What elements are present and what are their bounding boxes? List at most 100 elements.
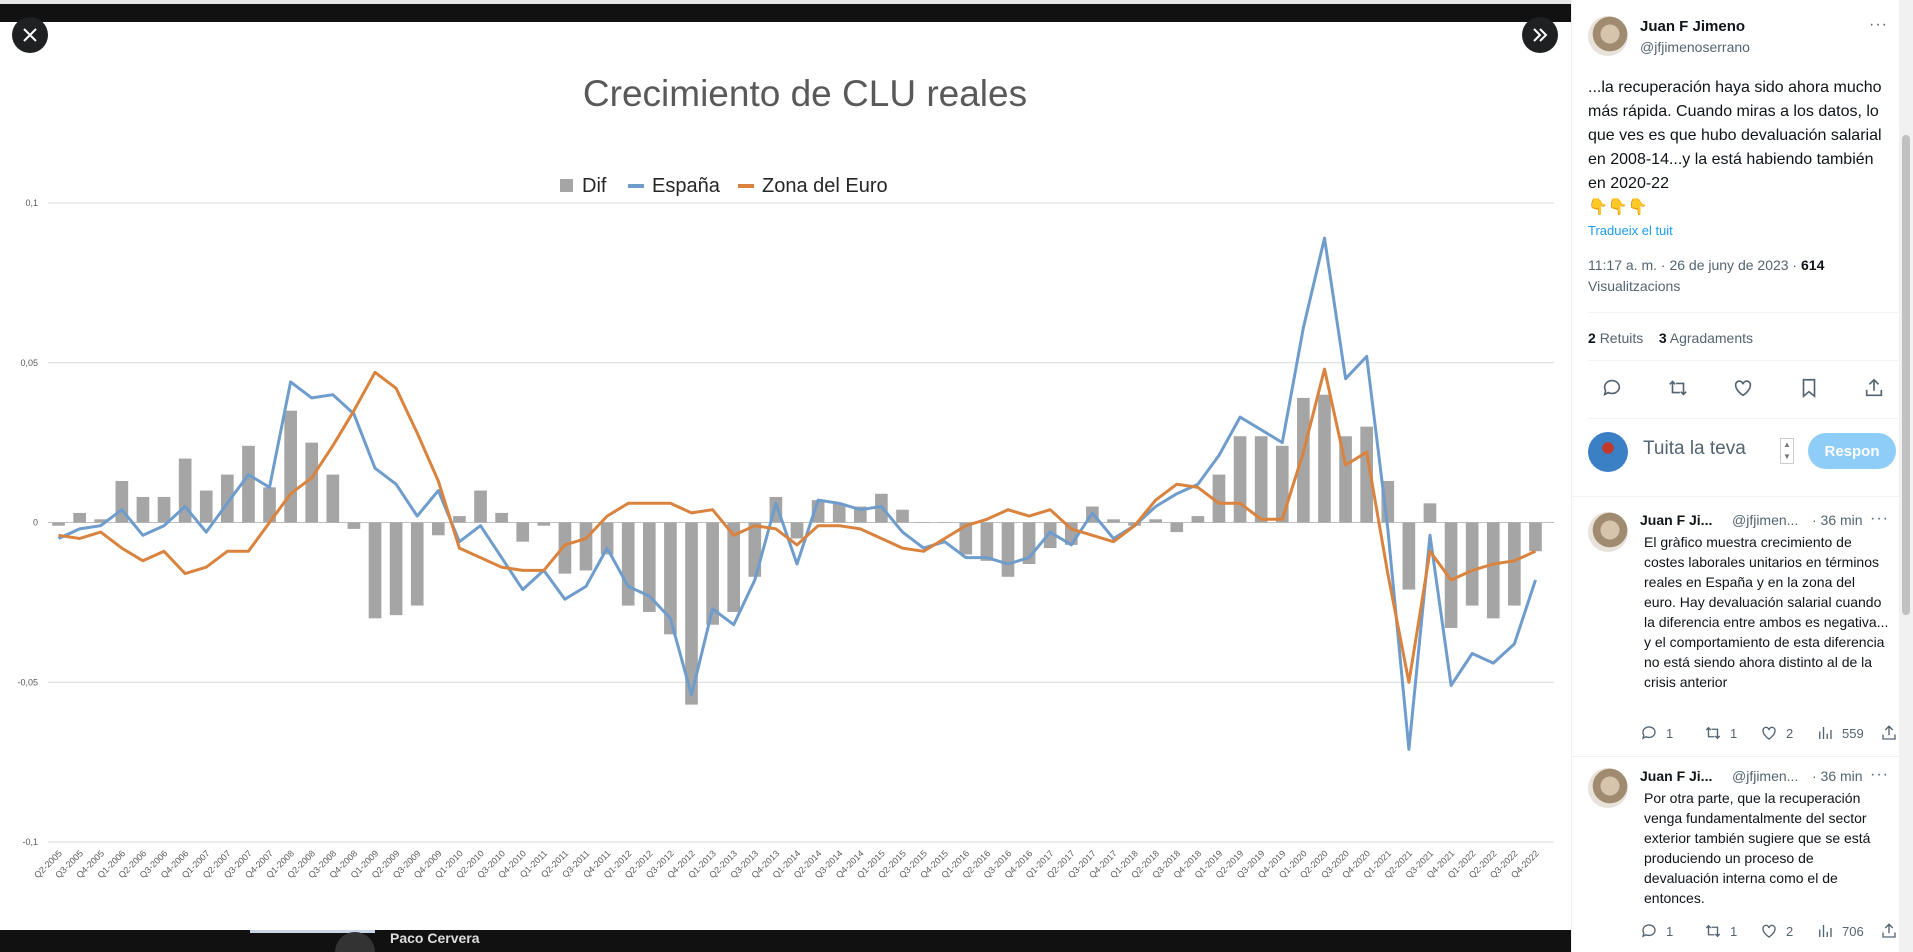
retweet-action[interactable]: 1 (1704, 922, 1760, 940)
dif-bar (642, 522, 656, 612)
reply-item[interactable]: Juan F Ji... @jfjimen... · 36 min ··· El… (1572, 506, 1900, 760)
reply-icon (1641, 726, 1656, 740)
reply-handle[interactable]: @jfjimen... (1732, 768, 1799, 784)
reply-author-name[interactable]: Juan F Ji... (1640, 512, 1713, 528)
dif-bar (1043, 522, 1057, 549)
more-icon[interactable]: ··· (1869, 16, 1888, 33)
tweet-time[interactable]: 11:17 a. m. · 26 de juny de 2023 · (1588, 257, 1801, 273)
dif-bar (664, 522, 677, 635)
like-action[interactable]: 2 (1760, 922, 1816, 940)
likes-label[interactable]: Agradaments (1669, 330, 1754, 346)
views-icon (1819, 727, 1832, 739)
more-icon[interactable]: ··· (1870, 766, 1889, 783)
close-button[interactable] (12, 17, 48, 53)
reply-icon (1641, 924, 1656, 938)
tweet-actions (1588, 376, 1898, 400)
author-handle[interactable]: @jfjimenoserrano (1640, 39, 1750, 55)
dif-bar (242, 445, 255, 523)
reply-count: 1 (1666, 923, 1674, 939)
chevron-double-right-icon (1533, 28, 1548, 42)
dif-bar (516, 522, 530, 542)
dif-bar (917, 522, 930, 523)
author-name[interactable]: Juan F Jimeno (1640, 18, 1746, 35)
legend-label: Dif (582, 175, 607, 197)
reply-stepper[interactable]: ▲ ▼ (1780, 438, 1794, 464)
like-action[interactable]: 2 (1760, 724, 1816, 742)
y-tick-label: 0,05 (20, 358, 38, 368)
reply-handle[interactable]: @jfjimen... (1732, 512, 1799, 528)
dif-bar (980, 522, 994, 561)
reply-item[interactable]: Juan F Ji... @jfjimen... · 36 min ··· Po… (1572, 766, 1900, 952)
dif-bar (305, 442, 319, 523)
dif-bar (1275, 445, 1289, 523)
retweet-icon[interactable] (1666, 376, 1690, 400)
dif-bar (790, 522, 804, 539)
chart: Crecimiento de CLU reales Dif España Zona … (17, 73, 1554, 880)
dif-bars (52, 394, 1542, 705)
reply-action[interactable]: 1 (1640, 724, 1704, 742)
dif-bar (199, 490, 213, 523)
dif-bar (1001, 522, 1015, 577)
translate-link[interactable]: Tradueix el tuit (1588, 223, 1673, 238)
views-action[interactable]: 559 (1816, 724, 1880, 742)
reply-button[interactable]: Respon (1808, 433, 1896, 469)
y-tick-label: 0,1 (25, 198, 38, 208)
likes-count[interactable]: 3 (1658, 330, 1667, 346)
divider (1588, 418, 1898, 419)
dif-bar (1508, 522, 1521, 606)
author-avatar[interactable] (1588, 16, 1628, 56)
views-icon (1819, 925, 1832, 937)
reply-time[interactable]: · 36 min (1812, 768, 1863, 784)
dif-bar (1402, 522, 1416, 590)
scrollbar[interactable] (1899, 0, 1913, 952)
divider (1572, 496, 1913, 497)
dif-bar (896, 509, 909, 523)
dif-bar (326, 474, 340, 523)
expand-button[interactable] (1522, 17, 1558, 53)
reply-time[interactable]: · 36 min (1812, 512, 1863, 528)
reply-count: 1 (1666, 725, 1674, 741)
retweets-label[interactable]: Retuits (1599, 330, 1644, 346)
views-count: 706 (1842, 923, 1864, 939)
user-avatar[interactable] (1588, 432, 1628, 472)
tweet-text: ...la recuperación haya sido ahora mucho… (1588, 76, 1888, 220)
share-action[interactable] (1880, 724, 1898, 742)
like-count: 2 (1786, 923, 1794, 939)
chart-legend: Dif España Zona del Euro (560, 175, 888, 197)
reply-avatar[interactable] (1588, 512, 1628, 552)
reply-action[interactable]: 1 (1640, 922, 1704, 940)
reply-avatar[interactable] (1588, 768, 1628, 808)
reply-actions: 1 1 2 706 (1640, 922, 1900, 940)
x-axis-ticks: Q2-2005Q3-2005Q4-2005Q1-2006Q2-2006Q3-20… (32, 848, 1541, 880)
dif-bar (1339, 436, 1352, 523)
tweet-body: ...la recuperación haya sido ahora mucho… (1588, 79, 1882, 192)
dif-bar (706, 522, 719, 625)
tweet-meta: 11:17 a. m. · 26 de juny de 2023 · 614 V… (1588, 255, 1888, 297)
legend-swatch (560, 179, 573, 192)
like-icon[interactable] (1731, 376, 1755, 400)
y-tick-label: 0 (33, 518, 38, 528)
dif-bar (938, 522, 952, 523)
bookmark-icon[interactable] (1797, 376, 1821, 400)
media-viewer-top-bar (0, 0, 1571, 22)
dif-bar (389, 522, 403, 616)
reply-author-name[interactable]: Juan F Ji... (1640, 768, 1713, 784)
dif-bar (94, 519, 108, 523)
scrollbar-thumb[interactable] (1902, 135, 1910, 615)
share-action[interactable] (1880, 922, 1898, 940)
espana-line (57, 236, 1537, 751)
dif-bar (959, 522, 973, 555)
dif-bar (1107, 519, 1120, 523)
more-icon[interactable]: ··· (1870, 510, 1889, 527)
share-icon[interactable] (1862, 376, 1886, 400)
reply-icon[interactable] (1600, 376, 1624, 400)
retweets-count[interactable]: 2 (1588, 330, 1596, 346)
views-action[interactable]: 706 (1816, 922, 1880, 940)
retweet-action[interactable]: 1 (1704, 724, 1760, 742)
dif-bar (1170, 522, 1184, 533)
reply-actions: 1 1 2 559 (1640, 724, 1900, 742)
partial-author-name: Paco Cervera (390, 930, 480, 946)
dif-bar (1318, 394, 1331, 523)
reply-input[interactable] (1643, 438, 1773, 460)
dif-bar (727, 522, 741, 612)
